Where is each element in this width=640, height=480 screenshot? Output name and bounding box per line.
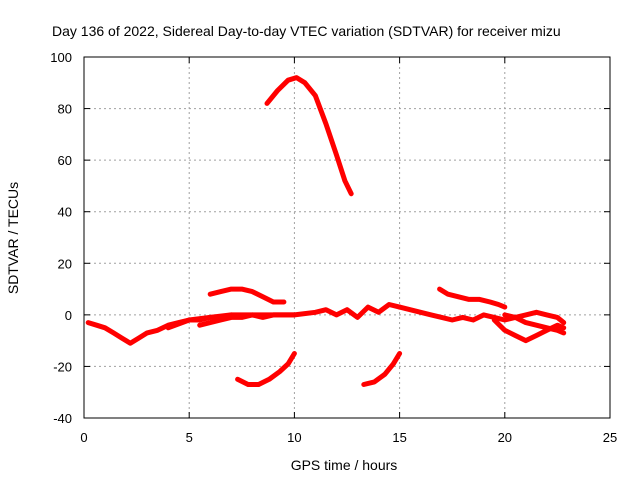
y-tick-label: 40: [58, 205, 72, 220]
y-tick-label: -20: [53, 359, 72, 374]
x-tick-label: 20: [498, 430, 512, 445]
chart-title: Day 136 of 2022, Sidereal Day-to-day VTE…: [52, 23, 561, 39]
series-arc-low-right: [361, 351, 403, 387]
y-axis-label: SDTVAR / TECUs: [5, 182, 21, 294]
series-arc-right-tail: [502, 312, 567, 336]
axis-ticks: -40 -20 0 20 40 60 80 100 0 5 10 15 20 25: [50, 50, 617, 445]
x-tick-label: 15: [392, 430, 406, 445]
series-arc-curl: [197, 312, 297, 328]
series-arc-low-left: [235, 351, 297, 387]
series-arc-dip-right: [491, 317, 567, 344]
series-arc-main-late: [397, 304, 567, 326]
y-tick-label: 20: [58, 256, 72, 271]
y-tick-label: 0: [65, 308, 72, 323]
series-arc-upper-left: [207, 286, 287, 305]
x-tick-label: 10: [287, 430, 301, 445]
grid: [84, 57, 610, 418]
y-tick-label: -40: [53, 411, 72, 426]
series-arc-high: [264, 75, 354, 197]
x-tick-label: 25: [603, 430, 617, 445]
y-tick-label: 100: [50, 50, 72, 65]
y-tick-label: 60: [58, 153, 72, 168]
x-tick-label: 0: [80, 430, 87, 445]
plot-frame: [83, 56, 611, 419]
x-axis-label: GPS time / hours: [291, 457, 398, 473]
series-arc-upper-right: [437, 286, 508, 310]
y-tick-label: 80: [58, 102, 72, 117]
x-tick-label: 5: [186, 430, 193, 445]
series-group: [85, 75, 567, 387]
series-arc-main-middle: [165, 302, 403, 331]
